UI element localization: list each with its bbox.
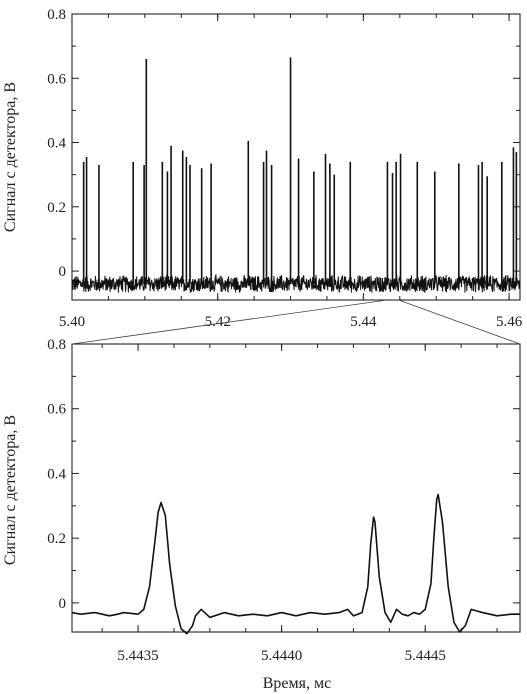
y-tick-label: 0 bbox=[59, 596, 67, 612]
y-tick-label: 0.8 bbox=[47, 337, 66, 353]
y-tick-label: 0.6 bbox=[47, 402, 66, 418]
x-tick-label: 5.44 bbox=[350, 314, 377, 330]
y-tick-label: 0 bbox=[59, 264, 67, 280]
plot-frame bbox=[71, 343, 521, 633]
y-tick-label: 0.4 bbox=[47, 136, 66, 152]
zoom-line-left bbox=[71, 299, 388, 345]
y-tick-label: 0.2 bbox=[47, 200, 66, 216]
bottom-y-axis-label: Сигнал с детектора, В bbox=[2, 415, 19, 565]
x-tick-label: 5.40 bbox=[59, 314, 85, 330]
zoomed-signal-trace bbox=[71, 493, 520, 635]
y-tick-label: 0.4 bbox=[47, 466, 66, 482]
x-tick-label: 5.4445 bbox=[405, 648, 446, 664]
y-tick-label: 0.6 bbox=[47, 71, 66, 87]
top-y-axis-label: Сигнал с детектора, В bbox=[2, 82, 19, 232]
bottom-x-axis-label: Время, мс bbox=[263, 675, 331, 692]
bottom-panel: 0 0.2 0.4 0.6 0.8 5.4435 5.4440 5.4445 bbox=[47, 337, 521, 664]
zoom-line-right bbox=[398, 299, 521, 345]
zoom-connector bbox=[71, 299, 521, 345]
x-tick-label: 5.4435 bbox=[117, 648, 158, 664]
top-panel: 0 0.2 0.4 0.6 0.8 5.40 5.42 5.44 5.46 bbox=[47, 7, 522, 330]
plot-frame bbox=[71, 13, 521, 301]
y-tick-label: 0.8 bbox=[47, 7, 66, 23]
baseline-noise-trace bbox=[71, 274, 521, 293]
y-tick-label: 0.2 bbox=[47, 531, 66, 547]
x-tick-label: 5.4440 bbox=[261, 648, 302, 664]
x-tick-label: 5.46 bbox=[496, 314, 523, 330]
x-tick-label: 5.42 bbox=[205, 314, 231, 330]
